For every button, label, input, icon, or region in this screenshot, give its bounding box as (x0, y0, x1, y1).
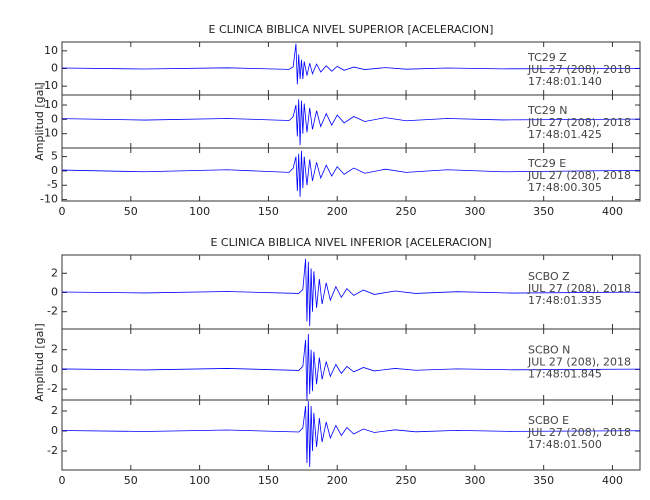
station-label: TC29 N (527, 104, 567, 117)
chart-title: E CLINICA BIBLICA NIVEL INFERIOR [ACELER… (210, 236, 491, 249)
time-label: 17:48:01.845 (528, 367, 602, 380)
time-label: 17:48:01.140 (528, 75, 602, 88)
x-tick-label: 400 (602, 205, 623, 218)
station-label: SCBO E (528, 414, 569, 427)
y-tick-label: 0 (51, 285, 58, 298)
date-label: JUL 27 (208), 2018 (527, 116, 631, 129)
y-tick-label: -5 (47, 178, 58, 191)
panel-frame (61, 399, 641, 471)
time-label: 17:48:01.425 (528, 128, 602, 141)
y-tick-label: 2 (51, 404, 58, 417)
x-tick-label: 100 (189, 205, 210, 218)
waveform (61, 43, 641, 85)
x-tick-label: 250 (396, 205, 417, 218)
y-tick-label: 0 (51, 62, 58, 75)
x-tick-label: 100 (189, 474, 210, 487)
panel-frame (61, 147, 641, 202)
y-tick-label: 0 (51, 164, 58, 177)
waveform (61, 99, 641, 146)
time-label: 17:48:00.305 (528, 181, 602, 194)
y-tick-label: 0 (51, 362, 58, 375)
station-label: SCBO Z (528, 270, 570, 283)
y-tick-label: -10 (40, 127, 58, 140)
station-label: TC29 Z (527, 51, 567, 64)
y-tick-label: -2 (47, 382, 58, 395)
x-tick-label: 300 (464, 205, 485, 218)
x-tick-label: 350 (533, 474, 554, 487)
x-tick-label: 0 (59, 205, 66, 218)
y-tick-label: 2 (51, 343, 58, 356)
waveform (61, 258, 641, 327)
y-tick-label: -10 (40, 79, 58, 92)
waveform (61, 150, 641, 197)
x-tick-label: 50 (124, 474, 138, 487)
x-tick-label: 50 (124, 205, 138, 218)
waveform (61, 333, 641, 401)
station-label: TC29 E (527, 157, 566, 170)
y-tick-label: -2 (47, 444, 58, 457)
time-label: 17:48:01.500 (528, 438, 602, 451)
x-tick-label: 200 (327, 205, 348, 218)
date-label: JUL 27 (208), 2018 (527, 426, 631, 439)
x-tick-label: 150 (258, 474, 279, 487)
x-tick-label: 150 (258, 205, 279, 218)
x-tick-label: 350 (533, 205, 554, 218)
y-tick-label: -2 (47, 305, 58, 318)
chart-title: E CLINICA BIBLICA NIVEL SUPERIOR [ACELER… (209, 23, 494, 36)
y-tick-label: 0 (51, 112, 58, 125)
x-tick-label: 250 (396, 474, 417, 487)
x-tick-label: 400 (602, 474, 623, 487)
station-label: SCBO N (528, 343, 570, 356)
x-tick-label: 200 (327, 474, 348, 487)
waveform (61, 400, 641, 468)
date-label: JUL 27 (208), 2018 (527, 169, 631, 182)
y-tick-label: 2 (51, 266, 58, 279)
y-axis-label: Amplitud [gal] (33, 323, 46, 401)
y-axis-label: Amplitud [gal] (33, 82, 46, 160)
y-tick-label: 10 (44, 44, 58, 57)
x-tick-label: 300 (464, 474, 485, 487)
date-label: JUL 27 (208), 2018 (527, 282, 631, 295)
y-tick-label: 0 (51, 424, 58, 437)
date-label: JUL 27 (208), 2018 (527, 63, 631, 76)
y-tick-label: 5 (51, 150, 58, 163)
y-tick-label: -10 (40, 193, 58, 206)
x-tick-label: 0 (59, 474, 66, 487)
y-tick-label: 10 (44, 98, 58, 111)
date-label: JUL 27 (208), 2018 (527, 355, 631, 368)
time-label: 17:48:01.335 (528, 294, 602, 307)
